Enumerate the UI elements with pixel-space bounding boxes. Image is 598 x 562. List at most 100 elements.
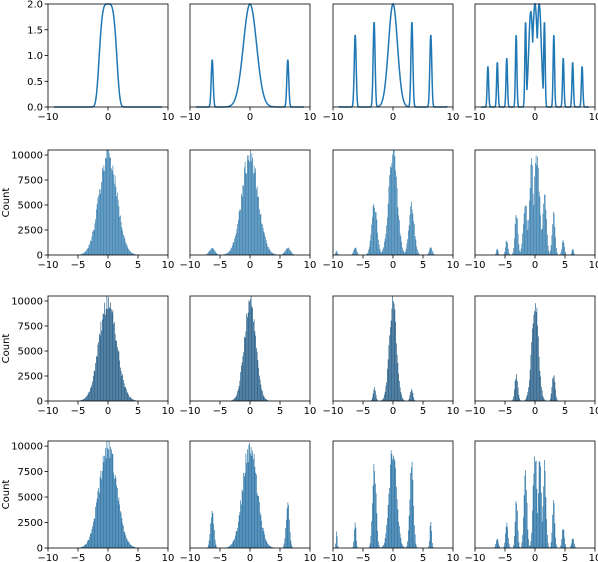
hist-bar xyxy=(556,544,557,548)
hist-bar xyxy=(93,522,94,548)
hist-bar xyxy=(544,194,546,255)
x-tick-label: 5 xyxy=(135,553,141,562)
hist-bar xyxy=(285,250,286,255)
hist-bar xyxy=(259,502,260,548)
hist-bar xyxy=(554,523,556,548)
hist-bar xyxy=(528,539,529,548)
hist-bar xyxy=(554,227,556,255)
panel-r1-c0: −10 −5 0 5 10 0 2500 5000 7500 10000 Count xyxy=(1,149,174,271)
hist-bar xyxy=(249,161,250,255)
hist-bar xyxy=(109,157,111,255)
hist-bar xyxy=(96,498,98,548)
hist-bar xyxy=(505,526,507,548)
x-tick-label: −10 xyxy=(179,112,200,123)
hist-bar xyxy=(104,170,105,255)
hist-bar xyxy=(524,400,526,401)
hist-bar xyxy=(260,515,262,548)
hist-bar xyxy=(253,173,254,255)
hist-bar xyxy=(391,163,393,255)
hist-bar xyxy=(514,224,516,255)
hist-bar xyxy=(373,389,375,401)
hist-bar xyxy=(243,352,244,401)
panel-r2-c0: −10 −5 0 5 10 0 2500 5000 7500 10000 Count xyxy=(1,295,174,417)
hist-bar xyxy=(235,535,236,548)
hist-bar xyxy=(241,193,242,255)
hist-bar xyxy=(117,350,119,401)
x-tick-label: 10 xyxy=(447,260,460,271)
panel-r0-c1: −10 0 10 xyxy=(179,3,316,123)
hist-bar xyxy=(574,543,575,548)
hist-bar xyxy=(284,251,286,255)
hist-bar xyxy=(494,546,496,548)
hist-bar xyxy=(258,196,259,255)
hist-bar xyxy=(261,520,262,548)
panel-r3-c1: −10 −5 0 5 10 xyxy=(179,440,316,562)
hist-bar xyxy=(395,468,396,548)
hist-bar xyxy=(550,541,552,548)
hist-bar xyxy=(526,220,528,255)
hist-bar xyxy=(264,233,265,255)
hist-bar xyxy=(114,183,115,255)
hist-bar xyxy=(94,370,96,401)
hist-bar xyxy=(122,523,123,548)
hist-bar xyxy=(99,335,101,401)
hist-bar xyxy=(389,488,390,548)
hist-bar xyxy=(266,243,268,255)
hist-bar xyxy=(271,546,272,548)
hist-bar xyxy=(211,248,212,255)
hist-bar xyxy=(92,526,93,548)
hist-bar xyxy=(132,545,133,548)
hist-bar xyxy=(375,212,377,255)
hist-bar xyxy=(376,219,378,255)
x-tick-label: 10 xyxy=(304,406,317,417)
x-tick-label: −10 xyxy=(322,406,343,417)
hist-bar xyxy=(506,241,508,255)
hist-bar xyxy=(96,502,97,548)
x-tick-label: 0 xyxy=(105,406,111,417)
hist-bar xyxy=(233,242,235,255)
hist-bar xyxy=(394,460,396,548)
hist-bar xyxy=(549,253,550,255)
x-tick-label: −10 xyxy=(322,553,343,562)
hist-bar xyxy=(547,245,549,255)
hist-bar xyxy=(523,517,524,548)
x-tick-label: −10 xyxy=(322,260,343,271)
hist-bar xyxy=(119,504,120,548)
hist-bar xyxy=(243,472,244,548)
hist-bar xyxy=(90,533,92,548)
hist-bar xyxy=(528,387,529,401)
hist-bar xyxy=(238,385,240,401)
hist-bar xyxy=(110,446,111,548)
hist-bar xyxy=(100,321,102,401)
hist-bar xyxy=(519,546,520,548)
x-tick-label: 0 xyxy=(247,553,253,562)
hist-bar xyxy=(208,252,209,255)
hist-bar xyxy=(243,185,244,255)
hist-bar xyxy=(88,245,90,255)
hist-bar xyxy=(103,165,105,255)
hist-bar xyxy=(512,399,514,401)
hist-bar xyxy=(410,391,411,401)
hist-bar xyxy=(120,221,122,255)
hist-bar xyxy=(377,530,378,548)
hist-bar xyxy=(541,390,543,401)
hist-bar xyxy=(90,240,91,255)
x-tick-label: −5 xyxy=(498,260,513,271)
hist-bar xyxy=(133,399,135,401)
x-tick-label: −5 xyxy=(356,553,371,562)
hist-bar xyxy=(128,248,129,255)
hist-bar xyxy=(214,250,215,255)
hist-bar xyxy=(241,365,242,401)
hist-bar xyxy=(227,252,229,255)
hist-bar xyxy=(414,399,415,401)
hist-bar xyxy=(123,525,124,548)
hist-bar xyxy=(371,224,372,255)
hist-bar xyxy=(236,394,238,401)
hist-bar xyxy=(396,176,397,255)
hist-bar xyxy=(382,248,384,255)
y-tick-label: 0 xyxy=(37,544,43,555)
hist-bar xyxy=(115,340,117,401)
hist-bar xyxy=(242,491,244,548)
hist-bar xyxy=(262,227,264,255)
hist-bar xyxy=(228,252,229,255)
